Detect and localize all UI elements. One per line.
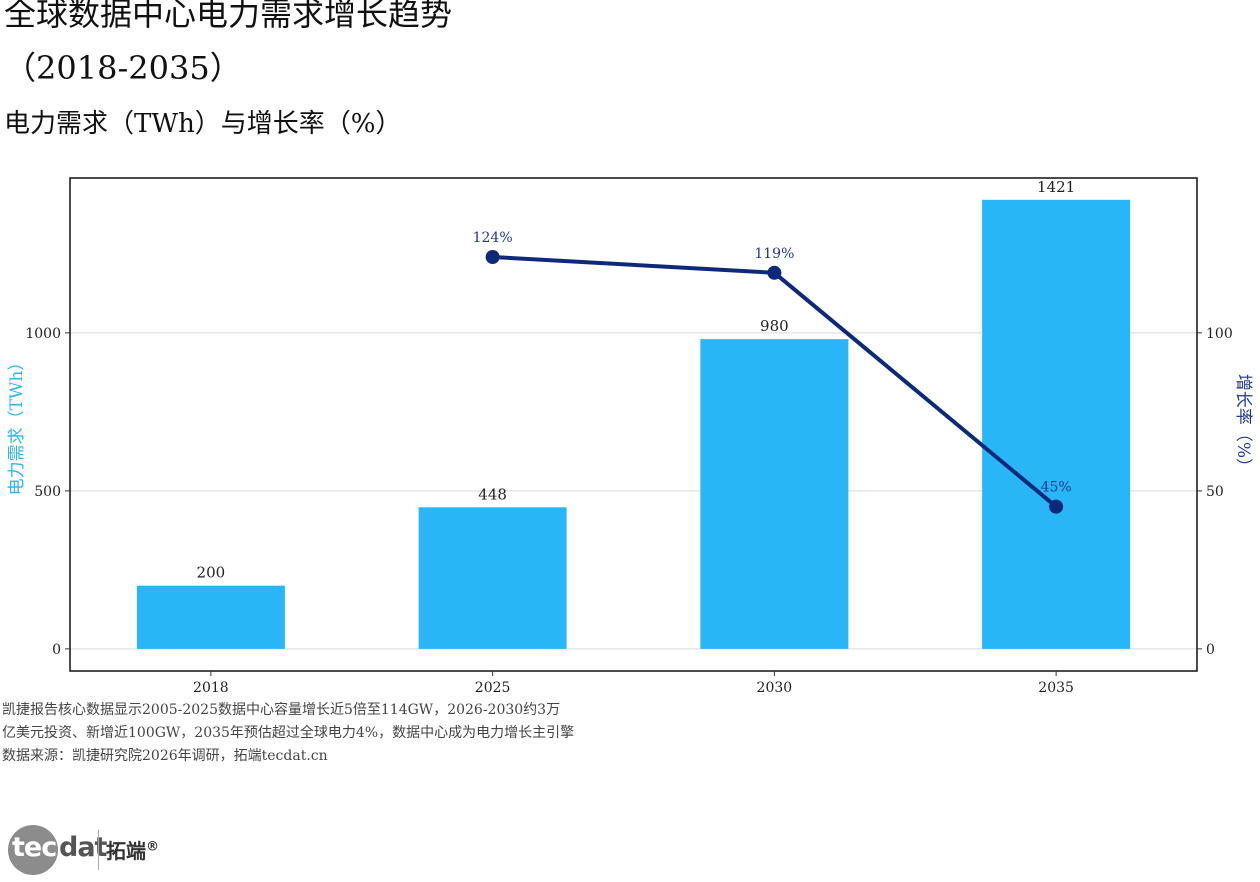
tecdat-logo: tec dat 拓端®	[8, 822, 178, 878]
bar	[700, 339, 849, 649]
y-axis-title: 电力需求（TWh）	[7, 354, 27, 496]
chart-title-years: （2018-2035）	[4, 49, 242, 87]
y2-tick-label: 100	[1206, 326, 1233, 342]
chart-subtitle: 电力需求（TWh）与增长率（%）	[4, 109, 402, 139]
caption-line-2: 亿美元投资、新增近100GW，2035年预估超过全球电力4%，数据中心成为电力增…	[2, 725, 575, 741]
line-point	[1049, 499, 1064, 514]
chart-title: 全球数据中心电力需求增长趋势	[4, 0, 453, 33]
y2-tick-label: 50	[1206, 484, 1224, 500]
caption-line-1: 凯捷报告核心数据显示2005-2025数据中心容量增长近5倍至114GW，202…	[2, 702, 561, 718]
data-source-note: 数据来源：凯捷研究院2026年调研，拓端tecdat.cn	[2, 748, 328, 764]
line-point	[485, 250, 500, 265]
bar	[982, 199, 1131, 649]
line-point	[767, 265, 782, 280]
bar	[418, 507, 567, 649]
logo-chinese-text: 拓端®	[106, 839, 159, 863]
y2-axis-title: 增长率（%）	[1233, 374, 1253, 475]
y-tick-label: 1000	[25, 326, 61, 342]
y-tick-label: 500	[34, 484, 61, 500]
bar-value-label: 1421	[1037, 178, 1075, 196]
x-tick-label: 2018	[193, 680, 229, 696]
plot-border	[69, 177, 1198, 672]
combo-chart: 200 448 980 1421 124% 119% 45% 0 500 1000 0 50 100 20…	[7, 177, 1253, 696]
logo-divider	[98, 830, 99, 870]
line-value-label: 124%	[473, 230, 513, 246]
y2-tick-label: 0	[1206, 642, 1215, 658]
x-tick-label: 2035	[1038, 680, 1074, 696]
bar	[136, 585, 285, 649]
line-value-label: 45%	[1041, 480, 1072, 496]
logo-circle	[8, 825, 58, 875]
bar-value-label: 200	[197, 564, 226, 582]
y-tick-label: 0	[52, 642, 61, 658]
bar-value-label: 448	[478, 485, 507, 503]
x-tick-label: 2030	[757, 680, 793, 696]
bar-value-label: 980	[760, 317, 789, 335]
logo-dat-text: dat	[59, 832, 107, 863]
logo-tec-text: tec	[12, 832, 57, 863]
line-value-label: 119%	[754, 246, 794, 262]
x-tick-label: 2025	[475, 680, 511, 696]
